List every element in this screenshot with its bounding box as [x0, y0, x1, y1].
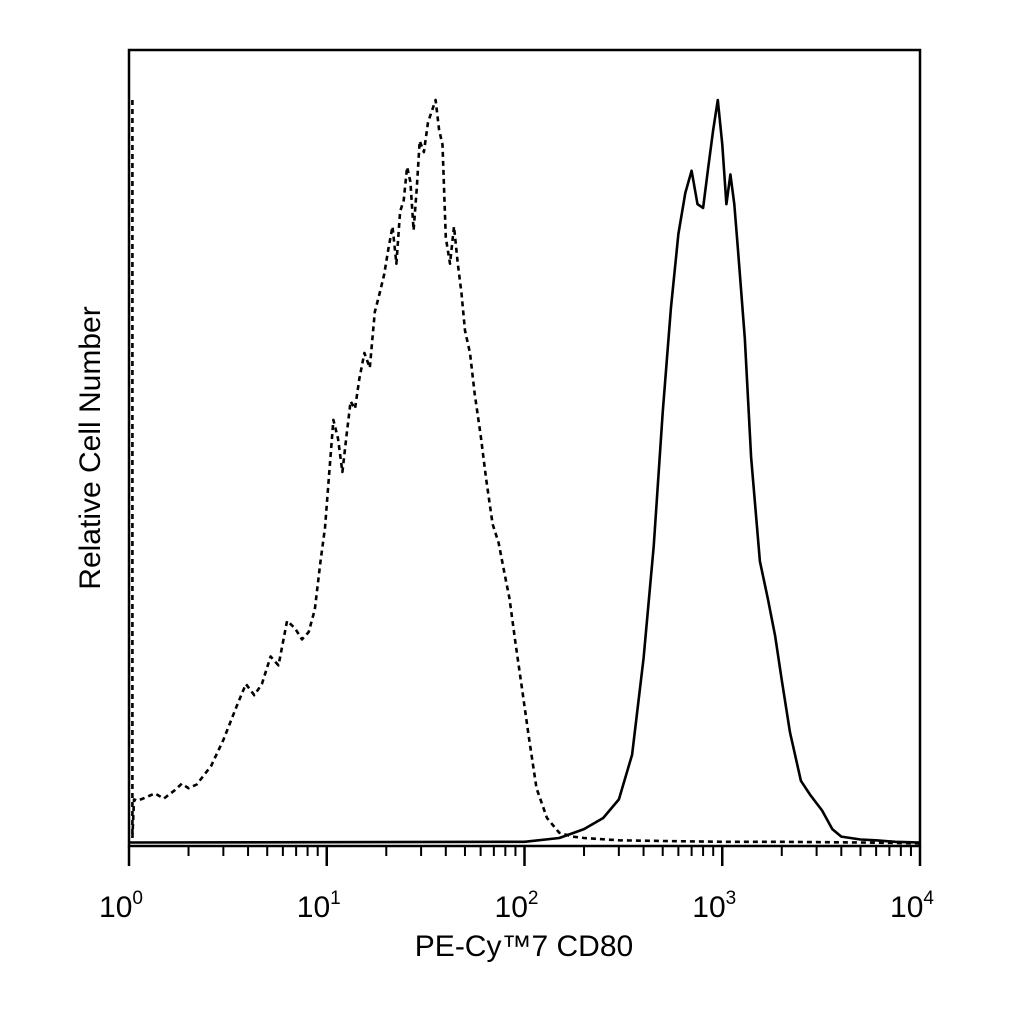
- x-tick-label: 100: [99, 888, 143, 924]
- x-tick-label: 102: [495, 888, 539, 924]
- series-solid-line: [128, 98, 921, 844]
- x-tick-layer: 100 101 102 103 104: [99, 846, 934, 924]
- x-tick-label: 103: [692, 888, 736, 924]
- x-axis-label: PE-Cy™7 CD80: [415, 930, 633, 963]
- x-tick-label: 101: [297, 888, 341, 924]
- series-layer: [128, 98, 921, 845]
- plot-frame: [127, 48, 922, 848]
- series-dashed-line: [131, 98, 921, 845]
- y-axis-label: Relative Cell Number: [74, 306, 107, 589]
- x-tick-label: 104: [890, 888, 934, 924]
